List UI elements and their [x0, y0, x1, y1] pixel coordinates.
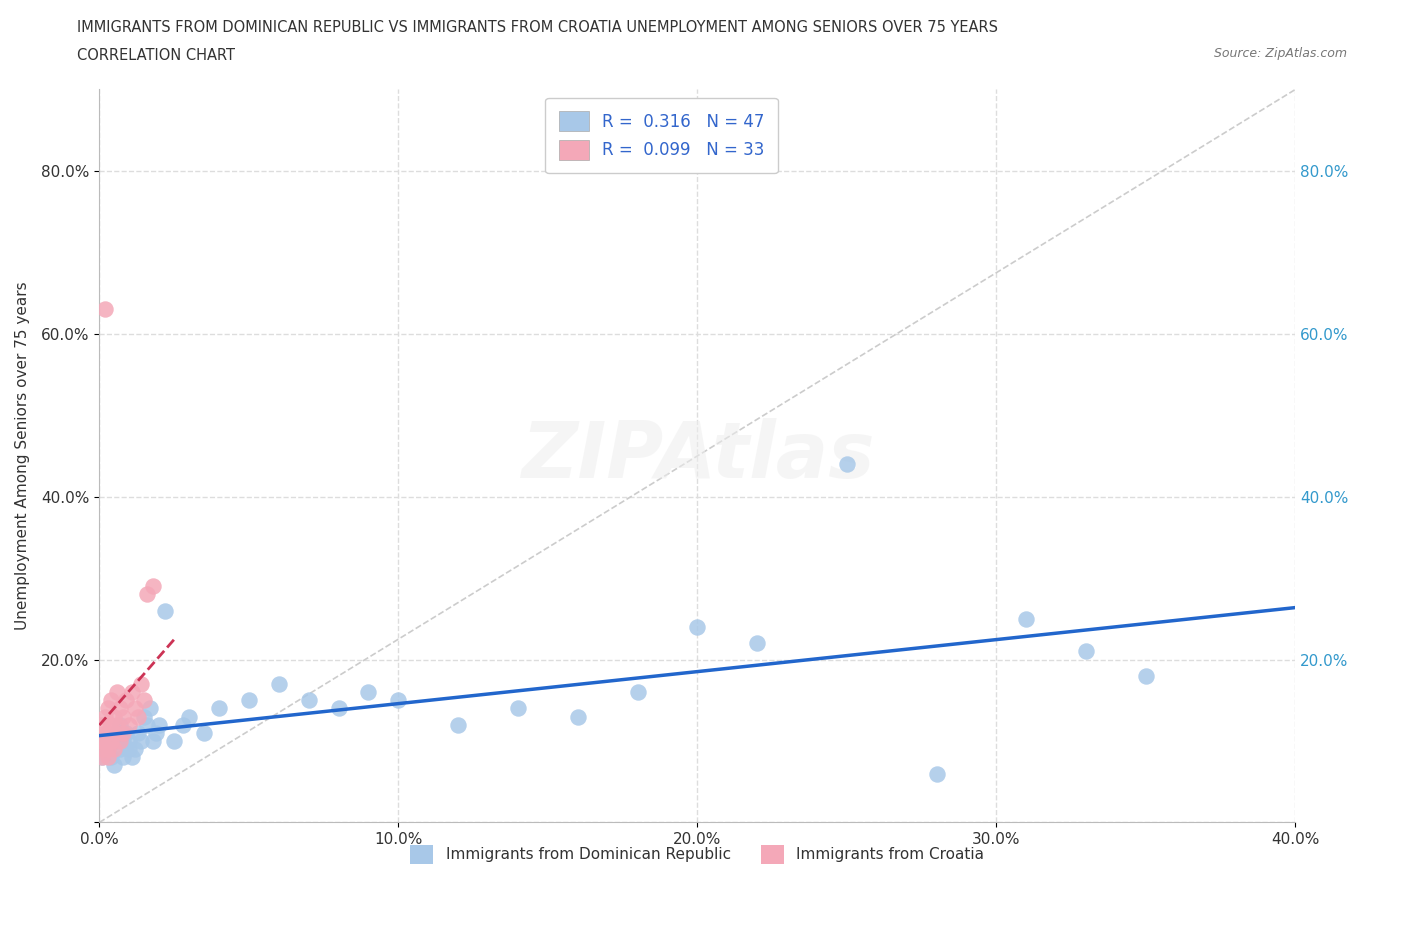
Point	[127, 725, 149, 740]
Point	[103, 758, 125, 773]
Point	[208, 701, 231, 716]
Point	[97, 701, 120, 716]
Point	[835, 457, 858, 472]
Point	[91, 734, 114, 749]
Point	[1076, 644, 1098, 658]
Point	[298, 693, 321, 708]
Point	[105, 684, 128, 699]
Point	[110, 701, 132, 716]
Point	[97, 750, 120, 764]
Point	[103, 742, 125, 757]
Point	[238, 693, 260, 708]
Point	[447, 717, 470, 732]
Point	[115, 725, 138, 740]
Point	[91, 750, 114, 764]
Point	[105, 717, 128, 732]
Point	[134, 693, 156, 708]
Text: CORRELATION CHART: CORRELATION CHART	[77, 48, 235, 63]
Point	[112, 709, 135, 724]
Point	[100, 734, 122, 749]
Point	[142, 578, 165, 593]
Point	[110, 742, 132, 757]
Point	[112, 750, 135, 764]
Point	[387, 693, 409, 708]
Point	[110, 717, 132, 732]
Point	[686, 619, 709, 634]
Point	[267, 676, 290, 691]
Point	[94, 725, 117, 740]
Point	[177, 709, 200, 724]
Point	[142, 734, 165, 749]
Point	[1015, 611, 1038, 626]
Point	[94, 709, 117, 724]
Point	[118, 742, 141, 757]
Point	[91, 717, 114, 732]
Point	[127, 709, 149, 724]
Y-axis label: Unemployment Among Seniors over 75 years: Unemployment Among Seniors over 75 years	[15, 282, 30, 631]
Point	[112, 725, 135, 740]
Point	[103, 709, 125, 724]
Point	[506, 701, 529, 716]
Point	[124, 701, 146, 716]
Point	[100, 750, 122, 764]
Point	[94, 734, 117, 749]
Point	[100, 693, 122, 708]
Point	[136, 717, 159, 732]
Point	[118, 717, 141, 732]
Text: ZIPAtlas: ZIPAtlas	[520, 418, 875, 494]
Point	[172, 717, 194, 732]
Point	[100, 717, 122, 732]
Point	[121, 684, 143, 699]
Point	[626, 684, 648, 699]
Point	[115, 693, 138, 708]
Point	[118, 734, 141, 749]
Point	[91, 750, 114, 764]
Point	[747, 636, 769, 651]
Text: IMMIGRANTS FROM DOMINICAN REPUBLIC VS IMMIGRANTS FROM CROATIA UNEMPLOYMENT AMONG: IMMIGRANTS FROM DOMINICAN REPUBLIC VS IM…	[77, 20, 998, 35]
Point	[112, 734, 135, 749]
Point	[145, 725, 167, 740]
Point	[105, 734, 128, 749]
Point	[103, 725, 125, 740]
Point	[94, 302, 117, 317]
Point	[1135, 669, 1157, 684]
Point	[129, 676, 152, 691]
Point	[567, 709, 589, 724]
Point	[925, 766, 948, 781]
Point	[97, 725, 120, 740]
Point	[153, 604, 176, 618]
Point	[97, 742, 120, 757]
Point	[91, 742, 114, 757]
Point	[193, 725, 215, 740]
Point	[139, 701, 162, 716]
Point	[163, 734, 186, 749]
Point	[148, 717, 170, 732]
Legend: Immigrants from Dominican Republic, Immigrants from Croatia: Immigrants from Dominican Republic, Immi…	[405, 839, 990, 870]
Point	[124, 742, 146, 757]
Text: Source: ZipAtlas.com: Source: ZipAtlas.com	[1213, 46, 1347, 60]
Point	[97, 742, 120, 757]
Point	[121, 750, 143, 764]
Point	[94, 734, 117, 749]
Point	[357, 684, 380, 699]
Point	[129, 734, 152, 749]
Point	[110, 734, 132, 749]
Point	[328, 701, 350, 716]
Point	[105, 725, 128, 740]
Point	[134, 709, 156, 724]
Point	[136, 587, 159, 602]
